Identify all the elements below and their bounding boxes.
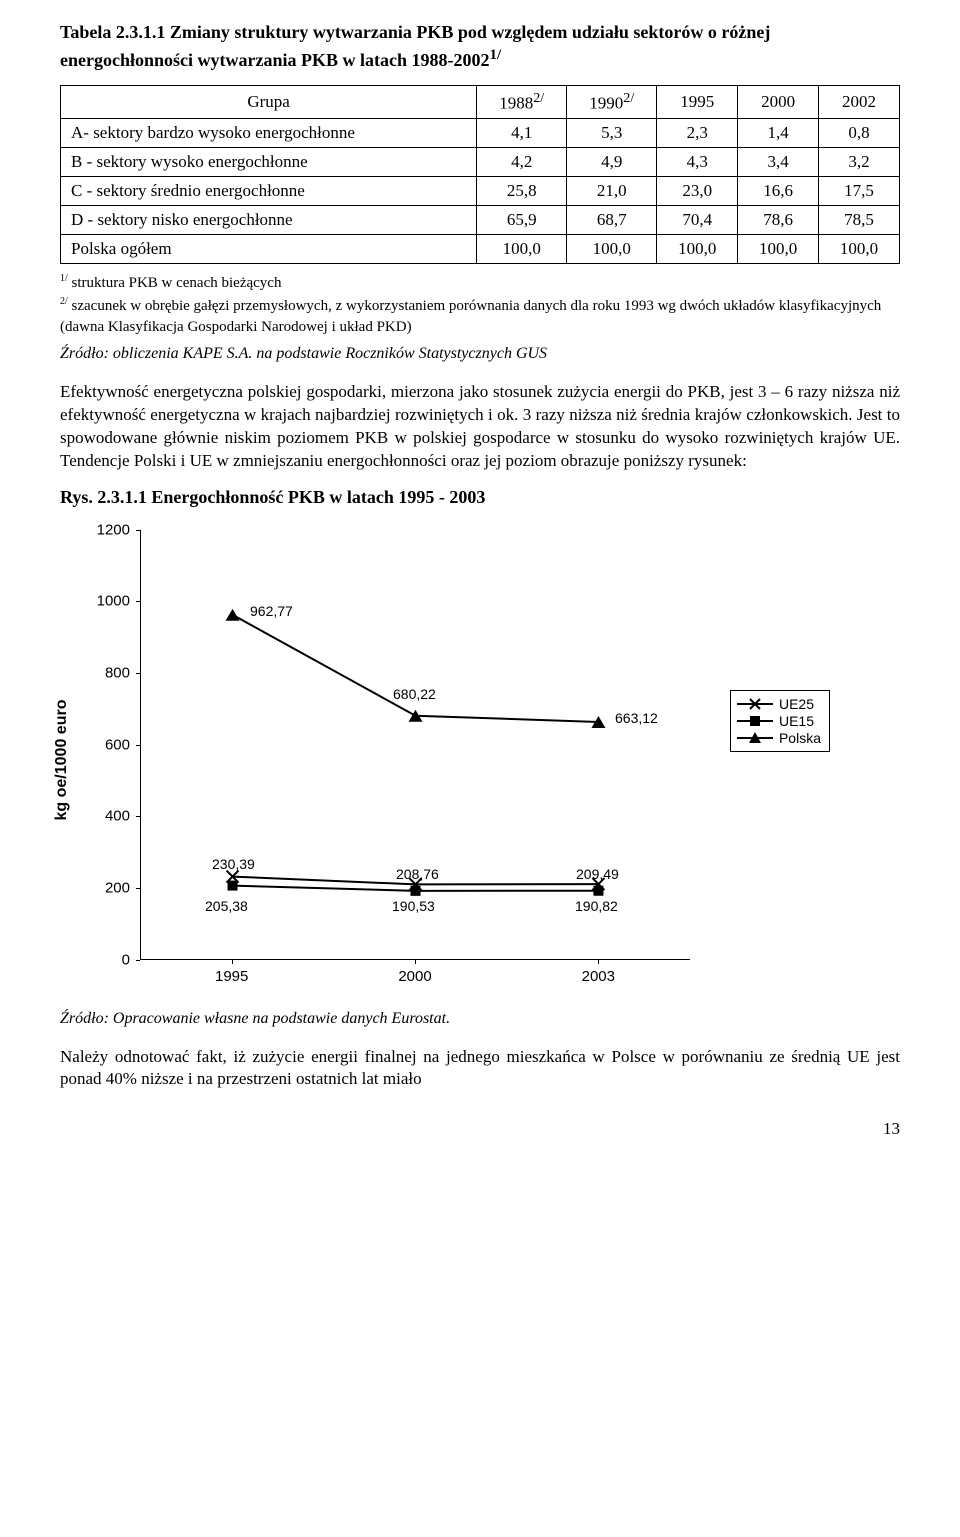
legend-item-polska: Polska (737, 730, 821, 746)
table-row: C - sektory średnio energochłonne 25,821… (61, 177, 900, 206)
chart-point-label: 208,76 (396, 866, 439, 882)
col-1988: 19882/ (477, 86, 567, 119)
chart-point-label: 205,38 (205, 898, 248, 914)
figure-source: Źródło: Opracowanie własne na podstawie … (60, 1010, 900, 1028)
table-source: Źródło: obliczenia KAPE S.A. na podstawi… (60, 345, 900, 363)
paragraph-1: Efektywność energetyczna polskiej gospod… (60, 381, 900, 473)
table-title: Tabela 2.3.1.1 Zmiany struktury wytwarza… (60, 20, 900, 73)
table-row: D - sektory nisko energochłonne 65,968,7… (61, 206, 900, 235)
table-row: A- sektory bardzo wysoko energochłonne 4… (61, 119, 900, 148)
chart-point-label: 663,12 (615, 710, 658, 726)
chart-point-label: 230,39 (212, 856, 255, 872)
chart-point-label: 190,82 (575, 898, 618, 914)
paragraph-2: Należy odnotować fakt, iż zużycie energi… (60, 1046, 900, 1092)
energy-chart: kg oe/1000 euro 0 200 400 600 800 1000 1… (70, 520, 830, 1000)
table-footnote-2: 2/ szacunek w obrębie gałęzi przemysłowy… (60, 295, 900, 337)
chart-point-label: 962,77 (250, 603, 293, 619)
figure-title: Rys. 2.3.1.1 Energochłonność PKB w latac… (60, 487, 900, 508)
sector-table: Grupa 19882/ 19902/ 1995 2000 2002 A- se… (60, 85, 900, 264)
table-row: Polska ogółem 100,0100,0100,0100,0100,0 (61, 235, 900, 264)
col-1995: 1995 (657, 86, 738, 119)
chart-legend: UE25 UE15 Polska (730, 690, 830, 752)
col-2000: 2000 (738, 86, 819, 119)
col-2002: 2002 (819, 86, 900, 119)
col-1990: 19902/ (567, 86, 657, 119)
table-footnote-1: 1/ struktura PKB w cenach bieżących (60, 272, 900, 293)
chart-point-label: 209,49 (576, 866, 619, 882)
legend-item-ue25: UE25 (737, 696, 821, 712)
col-group: Grupa (61, 86, 477, 119)
table-row: B - sektory wysoko energochłonne 4,24,94… (61, 148, 900, 177)
page-number: 13 (60, 1119, 900, 1139)
chart-point-label: 190,53 (392, 898, 435, 914)
chart-point-label: 680,22 (393, 686, 436, 702)
chart-plot-area (140, 530, 690, 960)
chart-ylabel: kg oe/1000 euro (53, 699, 71, 820)
legend-item-ue15: UE15 (737, 713, 821, 729)
